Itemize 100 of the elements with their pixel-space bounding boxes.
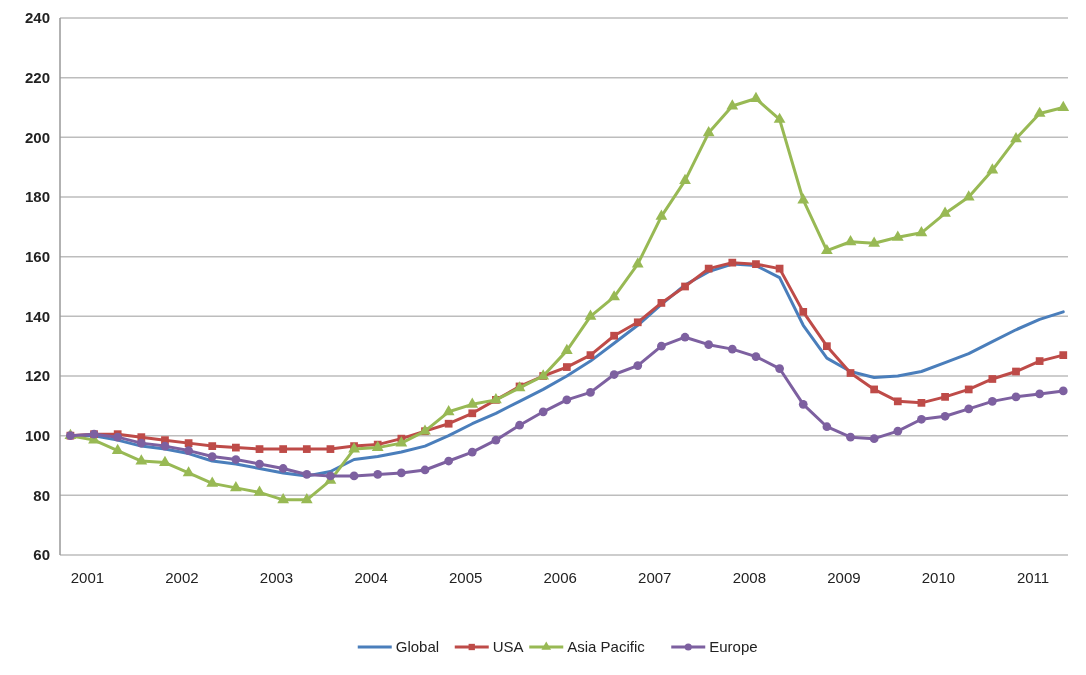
point (728, 258, 737, 267)
point (160, 441, 170, 451)
point (820, 243, 833, 255)
point (232, 443, 240, 452)
y-tick-label: 120 (24, 367, 50, 385)
point (135, 454, 148, 465)
point (822, 422, 832, 432)
point (1057, 100, 1070, 111)
point (870, 385, 879, 394)
point (726, 99, 739, 110)
x-tick-label: 2010 (921, 569, 956, 586)
x-tick-label: 2006 (543, 569, 577, 586)
point (704, 264, 713, 273)
point (515, 420, 524, 430)
point (468, 409, 477, 418)
point (940, 411, 950, 421)
point (253, 485, 266, 496)
x-tick-label: 2001 (70, 569, 105, 586)
y-tick-label: 200 (24, 128, 50, 146)
point (396, 468, 406, 478)
x-tick-label: 2004 (354, 569, 388, 586)
point (750, 91, 762, 102)
point (467, 447, 477, 457)
point (964, 385, 973, 394)
point (610, 331, 618, 340)
point (846, 432, 855, 442)
point (255, 445, 264, 453)
y-tick-label: 100 (24, 426, 50, 444)
point (633, 361, 643, 370)
y-tick-label: 140 (24, 307, 50, 325)
point (893, 397, 902, 406)
point (631, 257, 644, 268)
point (560, 343, 573, 355)
point (562, 395, 572, 405)
point (798, 399, 808, 409)
point (302, 445, 311, 453)
point (373, 470, 383, 479)
point (420, 465, 430, 475)
point (1058, 386, 1068, 396)
y-tick-label: 220 (24, 68, 50, 86)
y-tick-label: 60 (33, 546, 50, 564)
point (206, 476, 219, 487)
x-tick-label: 2003 (259, 569, 294, 586)
point (444, 419, 453, 428)
point (300, 493, 313, 504)
point (278, 464, 288, 473)
point (893, 426, 903, 436)
point (962, 190, 975, 201)
point (1035, 357, 1044, 365)
point (751, 352, 761, 361)
point (987, 397, 997, 406)
point (681, 282, 689, 291)
legend-label: Global (395, 638, 440, 656)
point (657, 341, 666, 351)
point (586, 388, 595, 397)
point (466, 397, 479, 408)
y-tick-label: 180 (24, 188, 50, 206)
point (702, 126, 715, 137)
x-tick-label: 2009 (827, 569, 861, 586)
point (349, 471, 359, 481)
point (182, 466, 195, 477)
x-tick-label: 2007 (638, 569, 672, 586)
point (869, 434, 879, 444)
point (773, 112, 786, 123)
point (868, 236, 881, 247)
point (679, 173, 691, 184)
point (844, 234, 857, 246)
point (891, 230, 904, 241)
point (775, 364, 784, 373)
point (799, 307, 808, 316)
point (608, 290, 620, 301)
point (988, 375, 997, 383)
point (302, 470, 312, 479)
point (680, 332, 690, 342)
point (231, 455, 241, 464)
x-tick-label: 2011 (1016, 569, 1050, 586)
point (442, 405, 455, 416)
point (584, 309, 597, 320)
point (255, 459, 264, 469)
point (964, 404, 974, 414)
point (941, 393, 949, 401)
y-tick-label: 160 (24, 247, 50, 265)
point (939, 206, 951, 217)
point (184, 446, 193, 455)
point (1035, 389, 1044, 399)
point (229, 481, 242, 492)
point (917, 414, 926, 424)
point (207, 452, 217, 461)
point (846, 369, 855, 377)
legend-label: USA (492, 638, 524, 656)
point (704, 340, 714, 350)
point (1033, 106, 1046, 117)
x-tick-label: 2005 (448, 569, 483, 586)
y-tick-label: 80 (33, 486, 50, 504)
point (1059, 351, 1068, 359)
x-tick-label: 2008 (732, 569, 767, 586)
point (727, 344, 737, 354)
y-tick-label: 240 (24, 9, 50, 27)
point (917, 398, 926, 407)
point (655, 209, 668, 220)
